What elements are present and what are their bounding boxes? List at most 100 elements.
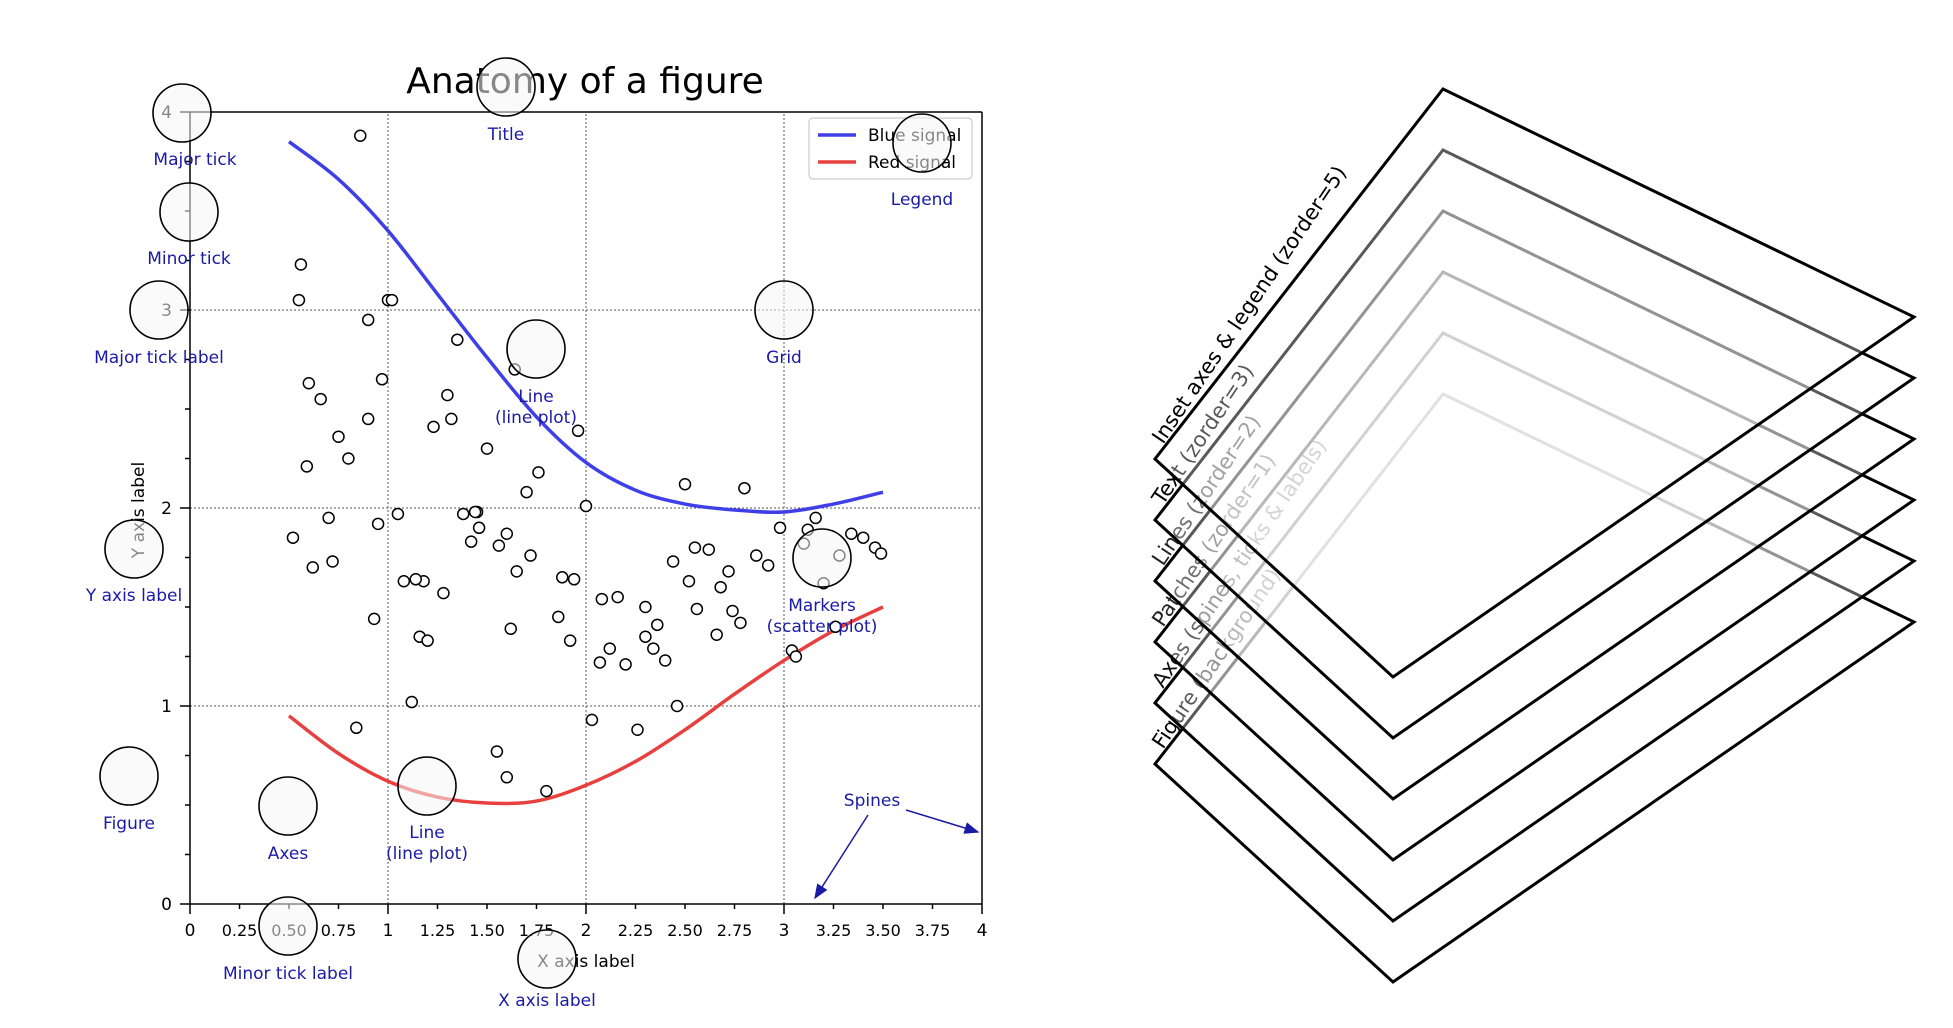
scatter-point [532,466,545,479]
annotation-circles [99,57,952,989]
series-line-0 [287,140,884,515]
scatter-point [666,555,680,568]
circle-markers [792,528,852,588]
annot-figure: Figure [103,814,155,834]
scatter-point [468,505,482,519]
circle-y-axis-label [104,519,164,579]
scatter-point [734,616,747,630]
scatter-point [504,622,518,636]
scatter-point [300,460,314,473]
circle-legend [892,113,952,173]
series-lines [287,140,884,806]
annot-axes: Axes [268,844,309,864]
scatter-point [658,654,672,667]
scatter-point [520,485,533,499]
scatter-point [292,293,306,307]
scatter-point [611,590,624,604]
scatter-point [441,388,454,402]
scatter-point [631,723,644,737]
layer-stack: Figure (background)Axes (spines, ticks &… [1147,87,1917,984]
circle-axes [258,776,318,836]
scatter-point [354,129,367,143]
scatter-point [585,713,599,727]
annot-legend: Legend [891,190,953,210]
scatter-point [405,695,419,709]
circle-major-tick [152,83,212,143]
annot-title: Title [487,125,524,145]
scatter-point [332,430,345,443]
scatter-point [688,541,702,554]
annot-minor-tick-label: Minor tick label [223,964,353,984]
annot-grid: Grid [766,348,802,368]
scatter-point [286,531,300,544]
scatter-point [856,531,870,544]
circle-line-blue [506,319,566,379]
scatter-point [678,477,692,491]
circle-x-axis-label [517,929,577,989]
scatter-point [397,575,411,588]
x-minor-tick-label: 3.75 [915,921,951,940]
scatter-point [437,586,450,600]
layer-plane-2 [1152,270,1917,862]
scatter-point [750,549,763,562]
series-line-1 [287,605,884,806]
scatter-point [690,602,704,616]
scatter-point [322,511,335,525]
annot-minor-tick: Minor tick [147,249,231,269]
x-minor-tick-label: 2.25 [618,921,654,940]
scatter-point [593,656,607,669]
scatter-point [874,547,888,560]
scatter-point [342,452,355,465]
scatter-point [845,527,858,540]
scatter-point [552,610,565,624]
scatter-point [409,573,422,586]
layer-plane-3 [1152,209,1917,801]
x-major-tick-label: 2 [581,921,592,941]
x-minor-tick-label: 0.25 [222,921,258,940]
x-major-tick-label: 0 [185,921,196,941]
scatter-point [738,481,751,495]
scatter-point [391,507,405,521]
scatter-point [789,650,803,663]
spines-arrow-right [905,809,980,834]
layer-plane-4 [1152,148,1917,740]
circle-grid [754,280,814,340]
scatter-point [567,573,581,586]
scatter-point [619,658,632,671]
annot-x-axis-label: X axis label [498,991,596,1011]
x-major-tick-label: 3 [779,921,790,941]
annot-line-red-2: (line plot) [386,844,468,864]
x-major-tick-label: 1 [383,921,394,941]
spines-arrow-bottom [814,814,869,900]
layer-plane-5 [1152,87,1917,679]
scatter-point [510,565,523,578]
scatter-point [540,784,553,798]
x-minor-tick-label: 1.50 [469,921,505,940]
scatter-point [492,539,506,552]
scatter-point [809,511,822,525]
scatter-point [829,620,842,634]
scatter-point [726,604,739,618]
scatter-point [371,517,385,531]
x-minor-tick-label: 1.25 [420,921,456,940]
scatter-point [294,258,308,271]
circle-figure [99,746,159,806]
scatter-point [639,600,652,614]
y-major-tick-label: 1 [161,697,172,717]
layer-plane-0 [1152,392,1917,984]
circle-title [476,57,536,117]
annotation-labels: Major tick Minor tick Major tick label T… [85,125,953,1011]
scatter-point [710,628,723,641]
scatter-point [361,313,375,327]
y-major-tick-label: 0 [161,895,172,915]
annot-major-tick-label: Major tick label [94,348,224,368]
scatter-point [456,507,470,521]
scatter-point [761,559,775,572]
scatter-point [451,333,464,346]
scatter-point [375,373,389,386]
y-major-tick-label: 2 [161,499,172,519]
scatter-point [464,535,478,548]
scatter-point [326,555,339,568]
scatter-point [500,771,514,784]
